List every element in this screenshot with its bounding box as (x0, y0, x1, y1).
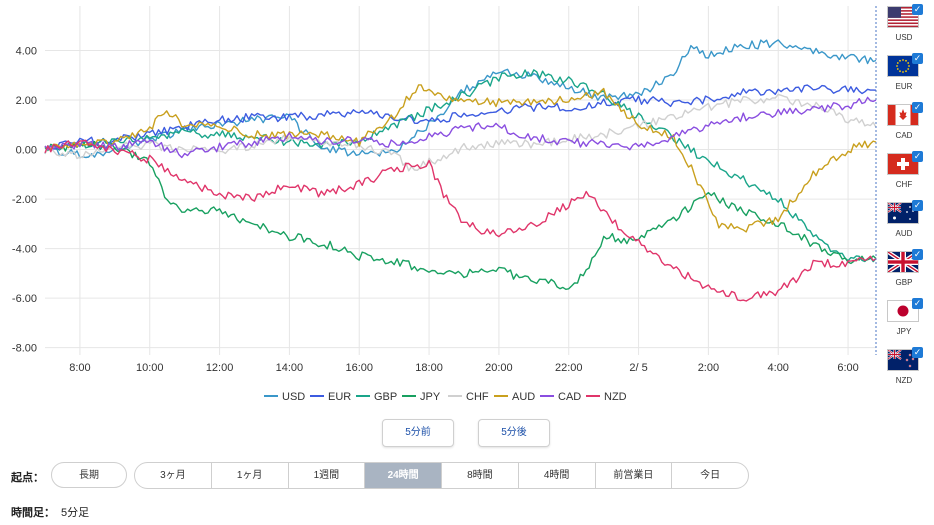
chart-legend: USD EUR GBP JPY CHF AUD CAD NZD (264, 391, 627, 403)
range-today-button[interactable]: 今日 (671, 463, 748, 488)
currency-toggle-chf[interactable]: ✓ CHF (884, 151, 924, 200)
check-icon: ✓ (912, 53, 923, 64)
chart-series (44, 39, 877, 302)
y-tick-label: -2.00 (12, 194, 37, 206)
x-tick-label: 2:00 (698, 362, 719, 374)
check-icon: ✓ (912, 347, 923, 358)
legend-label-usd[interactable]: USD (282, 391, 305, 403)
x-tick-label: 14:00 (276, 362, 304, 374)
series-line-aud (44, 84, 877, 233)
currency-toggle-gbp[interactable]: ✓ GBP (884, 249, 924, 298)
currency-label: NZD (895, 376, 913, 385)
x-tick-label: 2/ 5 (629, 362, 647, 374)
series-line-usd (44, 39, 877, 159)
legend-label-chf[interactable]: CHF (466, 391, 489, 403)
currency-toggle-eur[interactable]: ✓ EUR (884, 53, 924, 102)
range-1month-button[interactable]: 1ヶ月 (210, 463, 288, 488)
x-tick-label: 6:00 (837, 362, 858, 374)
currency-label: EUR (895, 82, 913, 91)
series-line-cad (44, 96, 877, 159)
y-tick-label: 2.00 (16, 95, 37, 107)
series-line-gbp (44, 69, 877, 263)
legend-label-eur[interactable]: EUR (328, 391, 351, 403)
legend-label-nzd[interactable]: NZD (604, 391, 627, 403)
eu-flag-icon (887, 55, 919, 77)
x-tick-label: 10:00 (136, 362, 164, 374)
legend-label-gbp[interactable]: GBP (374, 391, 397, 403)
currency-label: CAD (895, 131, 913, 140)
check-icon: ✓ (912, 102, 923, 113)
x-tick-label: 18:00 (415, 362, 443, 374)
next-5min-button[interactable]: 5分後 (478, 419, 550, 447)
currency-toggle-aud[interactable]: ✓ AUD (884, 200, 924, 249)
swiss-flag-icon (887, 153, 919, 175)
legend-label-aud[interactable]: AUD (512, 391, 535, 403)
x-tick-label: 16:00 (345, 362, 373, 374)
currency-selector: ✓ USD ✓ EUR ✓ CAD (884, 4, 924, 396)
x-tick-label: 20:00 (485, 362, 513, 374)
us-flag-icon (887, 6, 919, 28)
currency-label: CHF (895, 180, 913, 189)
chart-grid (45, 6, 876, 355)
x-axis: 8:00 10:00 12:00 14:00 16:00 18:00 20:00 22:00 2… (69, 362, 859, 374)
check-icon: ✓ (912, 4, 923, 15)
currency-label: GBP (895, 278, 913, 287)
canada-flag-icon (887, 104, 919, 126)
y-tick-label: -4.00 (12, 244, 37, 256)
x-tick-label: 22:00 (555, 362, 583, 374)
x-tick-label: 8:00 (69, 362, 90, 374)
currency-toggle-cad[interactable]: ✓ CAD (884, 102, 924, 151)
check-icon: ✓ (912, 249, 923, 260)
series-line-nzd (44, 139, 877, 302)
currency-label: AUD (895, 229, 913, 238)
y-tick-label: -8.00 (12, 343, 37, 355)
y-tick-label: 0.00 (16, 145, 37, 157)
range-4hours-button[interactable]: 4時間 (517, 463, 595, 488)
japan-flag-icon (887, 300, 919, 322)
new-zealand-flag-icon (887, 349, 919, 371)
y-axis: 4.00 2.00 0.00 -2.00 -4.00 -6.00 -8.00 (12, 46, 37, 355)
range-8hours-button[interactable]: 8時間 (441, 463, 518, 488)
series-line-jpy (44, 140, 877, 290)
australia-flag-icon (887, 202, 919, 224)
range-long-button[interactable]: 長期 (51, 462, 127, 488)
check-icon: ✓ (912, 200, 923, 211)
currency-label: USD (895, 33, 913, 42)
prev-5min-button[interactable]: 5分前 (382, 419, 454, 447)
currency-toggle-jpy[interactable]: ✓ JPY (884, 298, 924, 347)
check-icon: ✓ (912, 298, 923, 309)
timeframe-value: 5分足 (61, 507, 90, 519)
legend-label-cad[interactable]: CAD (558, 391, 581, 403)
y-tick-label: -6.00 (12, 293, 37, 305)
currency-toggle-nzd[interactable]: ✓ NZD (884, 347, 924, 396)
range-selector: 3ヶ月 1ヶ月 1週間 24時間 8時間 4時間 前営業日 今日 (134, 462, 749, 489)
timeframe-label: 時間足： (11, 507, 55, 519)
legend-label-jpy[interactable]: JPY (420, 391, 441, 403)
x-tick-label: 4:00 (768, 362, 789, 374)
series-line-chf (44, 93, 877, 172)
range-24hours-button[interactable]: 24時間 (364, 463, 441, 488)
x-tick-label: 12:00 (206, 362, 234, 374)
range-1week-button[interactable]: 1週間 (287, 463, 365, 488)
currency-toggle-usd[interactable]: ✓ USD (884, 4, 924, 53)
check-icon: ✓ (912, 151, 923, 162)
currency-label: JPY (896, 327, 912, 336)
range-3months-button[interactable]: 3ヶ月 (160, 470, 186, 481)
y-tick-label: 4.00 (16, 46, 37, 58)
range-prev-business-day-button[interactable]: 前営業日 (594, 463, 672, 488)
start-label: 起点： (11, 472, 44, 484)
